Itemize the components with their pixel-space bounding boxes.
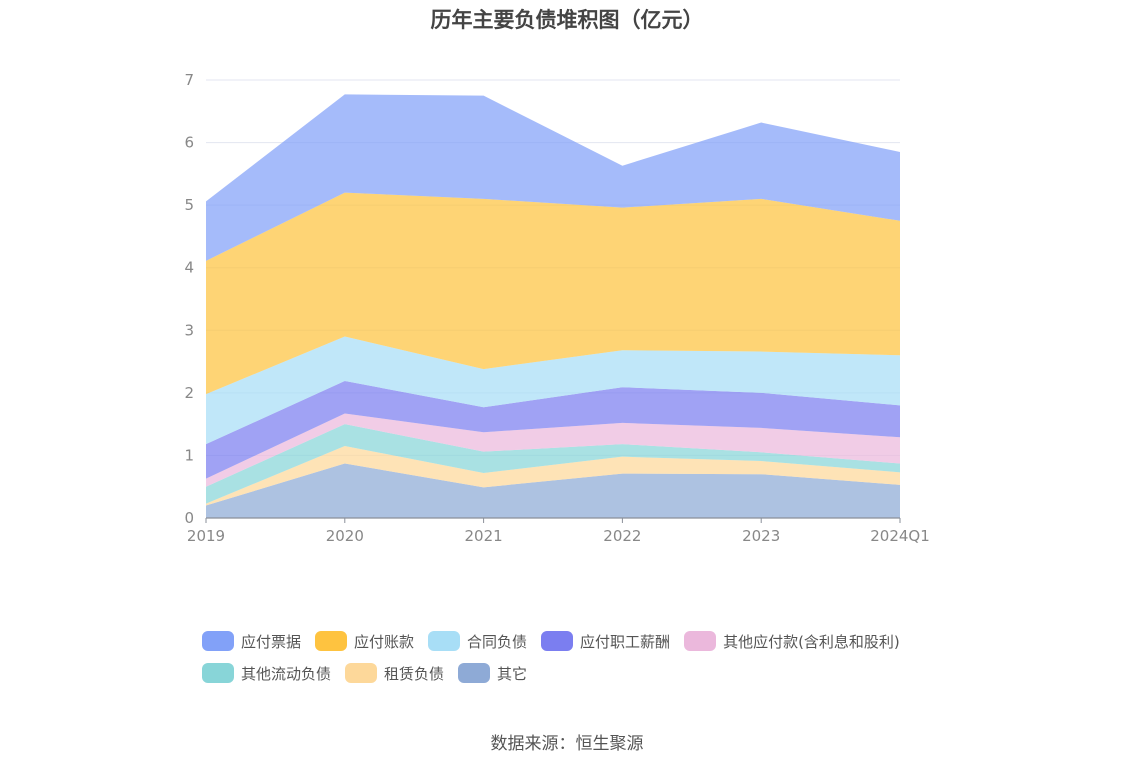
legend-item[interactable]: 其它 <box>458 662 527 684</box>
area-其他应付款(含利息和股利) <box>206 413 900 487</box>
y-tick-label: 0 <box>184 509 194 527</box>
legend-label: 其他应付款(含利息和股利) <box>723 632 900 651</box>
legend-item[interactable]: 应付票据 <box>202 630 301 652</box>
legend-label: 应付账款 <box>354 632 415 651</box>
legend-label: 租赁负债 <box>384 664 445 683</box>
area-应付职工薪酬 <box>206 380 900 479</box>
legend-swatch <box>541 631 574 651</box>
legend-swatch <box>202 631 234 651</box>
area-series <box>206 94 900 518</box>
y-tick-label: 2 <box>184 384 194 402</box>
y-tick-label: 5 <box>184 196 194 214</box>
area-合同负债 <box>206 336 900 445</box>
data-source: 数据来源：恒生聚源 <box>490 734 644 754</box>
x-tick-label: 2024Q1 <box>870 527 930 545</box>
x-tick-label: 2019 <box>187 527 225 545</box>
y-tick-label: 1 <box>184 446 194 464</box>
area-其他流动负债 <box>206 424 900 504</box>
legend-item[interactable]: 合同负债 <box>428 630 527 652</box>
legend-item[interactable]: 应付账款 <box>315 630 414 652</box>
legend-swatch <box>458 663 491 683</box>
x-tick-label: 2023 <box>742 527 780 545</box>
legend-swatch <box>202 663 234 683</box>
legend-item[interactable]: 其他流动负债 <box>202 662 331 684</box>
area-其它 <box>206 463 900 518</box>
legend-label: 应付票据 <box>241 632 302 651</box>
y-tick-label: 6 <box>184 134 194 152</box>
area-应付票据 <box>206 94 900 261</box>
x-tick-label: 2022 <box>603 527 641 545</box>
y-tick-label: 7 <box>184 71 194 89</box>
x-tick-label: 2020 <box>326 527 364 545</box>
legend-swatch <box>345 663 378 683</box>
y-tick-label: 4 <box>184 259 194 277</box>
legend-item[interactable]: 应付职工薪酬 <box>541 630 670 652</box>
area-租赁负债 <box>206 446 900 506</box>
legend-label: 其它 <box>497 664 528 683</box>
chart-legend: 应付票据 应付账款 合同负债 应付职工薪酬 其他应付款(含利息和股利) 其他流动负债 租赁负… <box>202 630 962 684</box>
chart-title: 历年主要负债堆积图（亿元） <box>430 8 704 32</box>
area-应付账款 <box>206 192 900 395</box>
y-tick-label: 3 <box>184 321 194 339</box>
legend-swatch <box>684 631 717 651</box>
legend-swatch <box>428 631 461 651</box>
legend-label: 合同负债 <box>467 632 528 651</box>
legend-swatch <box>315 631 348 651</box>
legend-item[interactable]: 租赁负债 <box>345 662 444 684</box>
legend-label: 应付职工薪酬 <box>580 632 671 651</box>
axes: 0 1 2 3 4 5 6 7 2019 2020 2021 2022 2023 2024Q1 <box>184 71 929 545</box>
x-tick-label: 2021 <box>465 527 503 545</box>
legend-label: 其他流动负债 <box>241 664 332 683</box>
legend-item[interactable]: 其他应付款(含利息和股利) <box>684 630 900 652</box>
